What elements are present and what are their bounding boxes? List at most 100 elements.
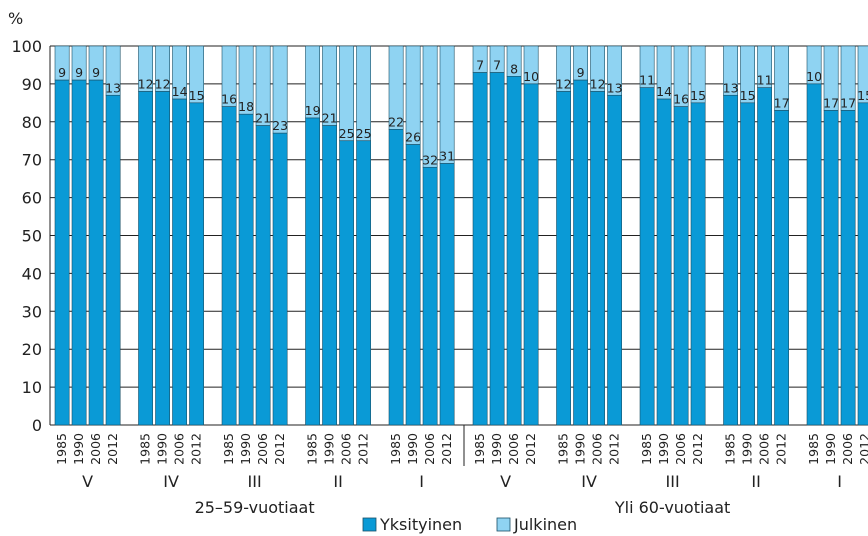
bar-yksityinen <box>607 94 622 426</box>
legend-label-julkinen: Julkinen <box>513 515 577 534</box>
x-year-label: 1990 <box>71 433 86 465</box>
bar-yksityinen <box>806 83 822 426</box>
data-label: 9 <box>58 65 66 80</box>
legend-swatch-yksityinen <box>362 517 377 532</box>
bar-yksityinen <box>356 140 371 426</box>
x-year-label: 1985 <box>556 433 571 465</box>
data-label: 12 <box>138 76 154 91</box>
data-label: 17 <box>840 95 856 110</box>
data-label: 17 <box>774 95 790 110</box>
x-year-label: 1990 <box>405 433 420 465</box>
bar-yksityinen <box>221 106 237 426</box>
x-group-label: I <box>419 472 424 491</box>
bar-yksityinen <box>305 117 320 426</box>
bar-yksityinen <box>272 132 288 426</box>
bar-yksityinen <box>155 91 170 426</box>
x-year-label: 1990 <box>489 433 504 465</box>
y-tick-label: 100 <box>11 37 42 56</box>
data-label: 12 <box>590 76 606 91</box>
bar-yksityinen <box>88 79 104 426</box>
section-label: Yli 60-vuotiaat <box>614 498 730 517</box>
y-tick-label: 70 <box>22 151 42 170</box>
bar-yksityinen <box>556 91 571 426</box>
x-group-label: IV <box>581 472 597 491</box>
x-year-label: 2012 <box>439 433 454 465</box>
data-label: 23 <box>272 118 288 133</box>
y-tick-label: 80 <box>22 113 42 132</box>
data-label: 9 <box>577 65 585 80</box>
bar-yksityinen <box>322 125 337 426</box>
bar-yksityinen <box>489 72 505 426</box>
y-tick-label: 60 <box>22 189 42 208</box>
x-year-label: 1985 <box>138 433 153 465</box>
data-label: 12 <box>155 76 171 91</box>
bar-yksityinen <box>740 102 755 426</box>
data-label: 16 <box>221 92 237 107</box>
bar-yksityinen <box>757 87 772 426</box>
x-group-label: V <box>82 472 93 491</box>
data-label: 13 <box>607 80 623 95</box>
y-tick-label: 50 <box>22 227 42 246</box>
x-year-label: 1990 <box>322 433 337 465</box>
data-label: 7 <box>476 58 484 73</box>
data-label: 10 <box>523 69 539 84</box>
data-label: 15 <box>857 88 868 103</box>
x-year-label: 1985 <box>472 433 487 465</box>
x-year-label: 2006 <box>840 433 855 465</box>
bar-yksityinen <box>339 140 354 426</box>
x-year-label: 2006 <box>172 433 187 465</box>
x-year-label: 1985 <box>221 433 236 465</box>
bar-julkinen <box>439 45 455 164</box>
x-year-label: 2012 <box>523 433 538 465</box>
x-year-label: 1985 <box>639 433 654 465</box>
data-label: 13 <box>105 80 121 95</box>
y-tick-label: 10 <box>22 378 42 397</box>
x-year-label: 2012 <box>857 433 868 465</box>
x-year-label: 1990 <box>238 433 253 465</box>
x-year-label: 2006 <box>339 433 354 465</box>
data-label: 7 <box>493 58 501 73</box>
y-tick-label: 20 <box>22 340 42 359</box>
bar-yksityinen <box>639 87 655 426</box>
x-year-label: 2006 <box>255 433 270 465</box>
data-label: 25 <box>339 126 355 141</box>
x-year-label: 2012 <box>105 433 120 465</box>
x-year-label: 2006 <box>673 433 688 465</box>
bar-yksityinen <box>656 98 672 426</box>
bar-yksityinen <box>690 102 706 426</box>
data-label: 14 <box>656 84 672 99</box>
y-tick-label: 40 <box>22 264 42 283</box>
data-label: 16 <box>673 92 689 107</box>
data-label: 15 <box>189 88 205 103</box>
bar-yksityinen <box>840 110 856 426</box>
bar-yksityinen <box>422 166 438 426</box>
legend: Yksityinen Julkinen <box>362 515 577 534</box>
x-group-label: III <box>666 472 680 491</box>
x-group-label: II <box>751 472 760 491</box>
data-label: 18 <box>238 99 254 114</box>
bar-yksityinen <box>590 91 605 426</box>
x-year-label: 1990 <box>823 433 838 465</box>
bar-yksityinen <box>405 144 421 426</box>
bar-yksityinen <box>255 125 271 426</box>
data-label: 15 <box>690 88 706 103</box>
bar-yksityinen <box>472 72 488 426</box>
data-label: 22 <box>388 114 404 129</box>
data-label: 21 <box>255 111 271 126</box>
data-label: 12 <box>556 76 572 91</box>
y-axis-label: % <box>8 9 23 28</box>
x-year-label: 1990 <box>656 433 671 465</box>
x-year-label: 1985 <box>54 433 69 465</box>
x-group-label: III <box>248 472 262 491</box>
x-year-label: 2006 <box>422 433 437 465</box>
data-label: 14 <box>172 84 188 99</box>
bar-yksityinen <box>673 106 689 426</box>
x-year-label: 2012 <box>774 433 789 465</box>
x-year-label: 1985 <box>806 433 821 465</box>
data-label: 13 <box>723 80 739 95</box>
bar-yksityinen <box>774 110 789 426</box>
x-year-label: 2012 <box>607 433 622 465</box>
